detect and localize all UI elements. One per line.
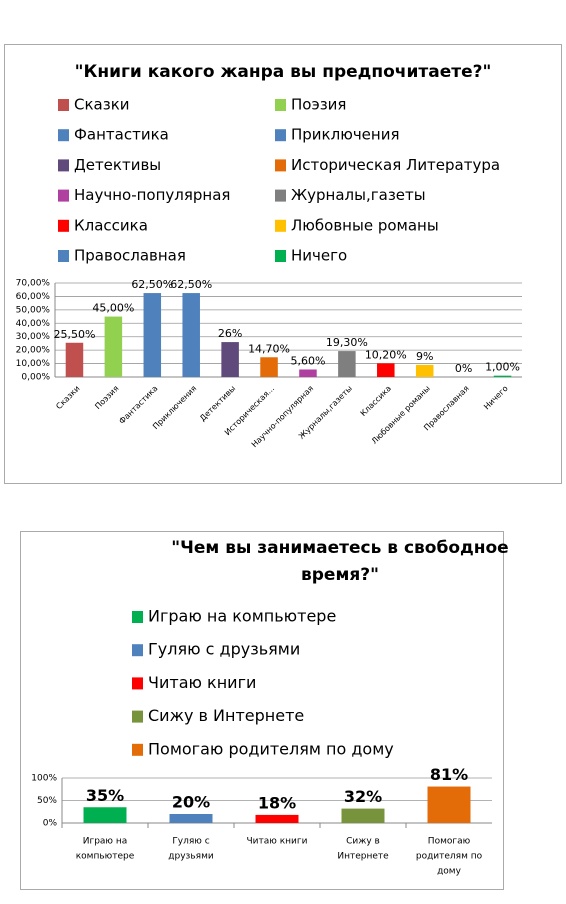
bar [299,369,317,377]
x-tick-label: друзьями [168,852,214,862]
chart-title: время?" [301,565,379,585]
value-label: 26% [218,327,242,340]
x-tick-label: компьютере [76,852,135,862]
x-tick-label: Играю на [83,837,128,847]
legend-swatch [275,99,286,111]
x-tick-label: Интернете [337,852,389,862]
y-tick-label: 0,00% [21,373,50,383]
legend-swatch [58,250,69,262]
legend-label: Детективы [74,156,161,174]
x-tick-label: родителям по [416,852,483,862]
legend-swatch [275,250,286,262]
legend-label: Журналы,газеты [291,186,426,204]
legend-swatch [58,189,69,202]
bar [143,293,162,377]
value-label: 5,60% [290,354,325,367]
y-tick-label: 30,00% [16,332,51,342]
value-label: 0% [455,362,472,375]
legend-label: Классика [74,216,148,234]
legend-label: Играю на компьютере [148,607,336,626]
bar [377,363,395,377]
bar [104,316,123,377]
y-tick-label: 100% [31,774,57,784]
legend-swatch [58,159,69,172]
bar [415,364,434,377]
legend-swatch [275,189,286,202]
value-label: 19,30% [326,336,368,349]
legend-swatch [132,743,143,756]
legend-swatch [132,677,143,690]
legend-swatch [58,219,69,232]
legend-swatch [132,644,143,657]
legend-label: Гуляю с друзьями [148,640,300,659]
value-label: 14,70% [248,342,290,355]
bar [65,342,84,377]
legend-label: Помогаю родителям по дому [148,739,394,758]
bar [260,357,278,377]
x-tick-label: дому [437,867,462,877]
legend-label: Историческая Литература [291,156,500,174]
legend-label: Ничего [291,247,347,265]
legend-label: Православная [74,247,186,265]
legend-label: Поэзия [291,96,346,114]
value-label: 25,50% [53,328,95,341]
legend-swatch [58,129,69,142]
legend-swatch [275,219,286,232]
y-tick-label: 0% [43,819,58,829]
bar [83,807,127,823]
legend-swatch [132,611,143,623]
legend-swatch [275,159,286,172]
y-tick-label: 40,00% [16,319,51,329]
value-label: 81% [430,765,468,784]
legend-label: Читаю книги [148,673,256,692]
bar [338,351,356,377]
value-label: 1,00% [485,361,520,374]
legend-swatch [58,99,69,111]
legend-label: Любовные романы [291,216,439,234]
x-tick-label: Помогаю [428,837,471,847]
chart-frame [4,44,562,484]
value-label: 62,50% [131,278,173,291]
legend-swatch [275,129,286,142]
legend-label: Научно-популярная [74,186,230,204]
legend-label: Сижу в Интернете [148,706,304,725]
value-label: 10,20% [365,348,407,361]
bar [427,786,471,823]
legend-label: Фантастика [74,126,169,144]
value-label: 20% [172,793,210,812]
chart-frame [20,531,504,890]
bar [341,808,385,823]
value-label: 45,00% [92,302,134,315]
bar [221,342,239,377]
chart-title: "Чем вы занимаетесь в свободное [171,538,508,558]
bar [169,814,213,823]
y-tick-label: 50,00% [16,305,51,315]
bar [182,293,200,377]
legend-label: Сказки [74,96,130,114]
legend-swatch [132,710,143,723]
value-label: 18% [258,793,296,812]
chart-title: "Книги какого жанра вы предпочитаете?" [75,62,492,82]
value-label: 62,50% [170,278,212,291]
bar [255,814,299,823]
y-tick-label: 10,00% [16,359,51,369]
value-label: 9% [416,350,433,363]
x-tick-label: Читаю книги [247,837,308,847]
value-label: 35% [86,786,124,805]
legend-label: Приключения [291,126,400,144]
bar [493,375,512,377]
x-tick-label: Гуляю с [172,837,209,847]
x-tick-label: Сижу в [346,837,380,847]
y-tick-label: 20,00% [16,346,51,356]
y-tick-label: 60,00% [16,292,51,302]
value-label: 32% [344,787,382,806]
y-tick-label: 70,00% [16,279,51,289]
y-tick-label: 50% [37,796,57,806]
